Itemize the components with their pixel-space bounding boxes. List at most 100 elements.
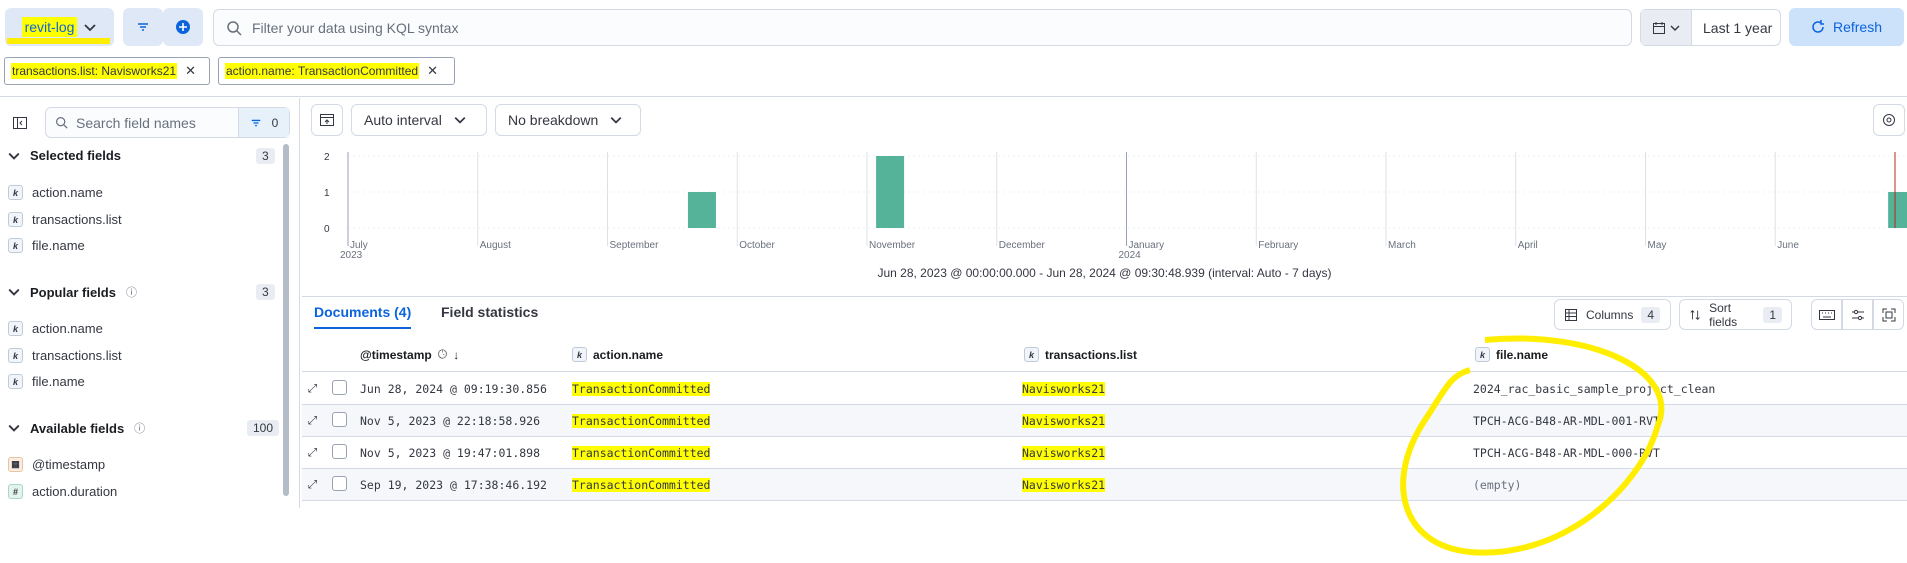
x-tick-label: March	[1388, 240, 1416, 251]
date-picker[interactable]: Last 1 year	[1640, 9, 1781, 46]
table-row[interactable]: ⤢ Nov 5, 2023 @ 22:18:58.926 Transaction…	[302, 405, 1907, 437]
row-checkbox[interactable]	[332, 444, 347, 459]
table-row[interactable]: ⤢ Nov 5, 2023 @ 19:47:01.898 Transaction…	[302, 437, 1907, 469]
filter-pill[interactable]: transactions.list: Navisworks21 ✕	[4, 57, 210, 85]
tab-field-statistics[interactable]: Field statistics	[441, 304, 539, 320]
cell-transactions-list: Navisworks21	[1022, 446, 1106, 460]
selected-fields-header[interactable]: Selected fields	[8, 148, 121, 163]
keyword-icon: k	[8, 321, 23, 336]
header-transactions-list[interactable]: k transactions.list	[1024, 347, 1137, 362]
add-filter-button[interactable]	[163, 8, 203, 46]
field-item[interactable]: k file.name	[8, 238, 85, 253]
query-menu-button[interactable]	[123, 8, 163, 46]
expand-icon[interactable]: ⤢	[308, 477, 318, 491]
cell-action-name: TransactionCommitted	[572, 414, 711, 428]
table-row[interactable]: ⤢ Sep 19, 2023 @ 17:38:46.192 Transactio…	[302, 469, 1907, 501]
chevron-down-icon	[1670, 25, 1680, 31]
tab-documents[interactable]: Documents (4)	[314, 304, 412, 329]
filter-pill-label: action.name: TransactionCommitted	[225, 63, 420, 79]
field-search-input[interactable]: Search field names 0	[45, 107, 290, 138]
row-checkbox[interactable]	[332, 476, 347, 491]
close-icon[interactable]: ✕	[185, 63, 196, 78]
header-action-name[interactable]: k action.name	[572, 347, 663, 362]
field-type-filter-button[interactable]: 0	[238, 108, 289, 137]
x-tick-label: June	[1777, 240, 1799, 251]
sort-icon	[1690, 309, 1700, 320]
sidebar-toggle-button[interactable]	[5, 108, 35, 138]
count-badge: 3	[256, 148, 275, 164]
x-tick-label: September	[610, 240, 660, 251]
expand-icon[interactable]: ⤢	[308, 445, 318, 459]
fullscreen-button[interactable]	[1873, 299, 1904, 330]
keyword-icon: k	[8, 238, 23, 253]
section-title: Popular fields	[30, 284, 116, 300]
header-file-name[interactable]: k file.name	[1475, 347, 1548, 362]
field-item[interactable]: k transactions.list	[8, 348, 122, 363]
field-name: transactions.list	[32, 348, 122, 363]
popular-fields-header[interactable]: Popular fields ⓘ	[8, 284, 137, 300]
cell-timestamp: Nov 5, 2023 @ 19:47:01.898	[360, 446, 541, 460]
x-tick-label: December	[999, 240, 1046, 251]
sort-down-icon[interactable]: ↓	[453, 347, 460, 362]
filter-pill[interactable]: action.name: TransactionCommitted ✕	[218, 57, 455, 85]
histogram-bar	[687, 192, 716, 228]
cell-transactions-list: Navisworks21	[1022, 478, 1106, 492]
filter-icon	[251, 119, 260, 126]
filter-pill-label: transactions.list: Navisworks21	[11, 63, 178, 79]
close-icon[interactable]: ✕	[427, 63, 438, 78]
field-item[interactable]: ▦ @timestamp	[8, 457, 105, 472]
available-fields-header[interactable]: Available fields ⓘ	[8, 420, 145, 436]
keyword-icon: k	[8, 348, 23, 363]
keyboard-shortcuts-button[interactable]	[1811, 299, 1842, 330]
header-label: file.name	[1496, 347, 1549, 362]
annotation-circle	[1400, 335, 1665, 556]
refresh-button[interactable]: Refresh	[1789, 8, 1904, 46]
field-name: transactions.list	[32, 212, 122, 227]
columns-label: Columns	[1586, 307, 1634, 322]
toggle-chart-button[interactable]	[311, 104, 343, 136]
breakdown-select[interactable]: No breakdown	[495, 104, 641, 136]
keyword-icon: k	[572, 347, 587, 362]
field-name: action.name	[32, 321, 103, 336]
header-label: transactions.list	[1045, 347, 1138, 362]
cell-action-name: TransactionCommitted	[572, 382, 711, 396]
info-icon: ⓘ	[134, 423, 146, 435]
field-item[interactable]: # action.duration	[8, 484, 117, 499]
field-item[interactable]: k file.name	[8, 374, 85, 389]
chart-options-button[interactable]	[1873, 104, 1905, 136]
field-item[interactable]: k transactions.list	[8, 212, 122, 227]
grid-header: @timestamp 🕓︎ ↓ k action.name k transactio…	[302, 337, 1907, 372]
chevron-down-icon	[84, 24, 97, 32]
row-checkbox[interactable]	[332, 380, 347, 395]
header-timestamp[interactable]: @timestamp 🕓︎ ↓	[360, 347, 459, 362]
y-tick-label: 1	[324, 188, 330, 199]
histogram-bar	[876, 156, 905, 228]
data-view-label: revit-log	[21, 17, 78, 37]
row-checkbox[interactable]	[332, 412, 347, 427]
expand-icon[interactable]: ⤢	[308, 381, 318, 395]
filter-icon	[138, 23, 148, 31]
field-item[interactable]: k action.name	[8, 321, 103, 336]
chevron-down-icon	[8, 152, 20, 160]
field-name: file.name	[32, 238, 85, 253]
sidebar-scrollbar[interactable]	[283, 144, 289, 496]
field-item[interactable]: k action.name	[8, 185, 103, 200]
expand-icon[interactable]: ⤢	[308, 413, 318, 427]
display-options-button[interactable]	[1842, 299, 1873, 330]
cell-transactions-list: Navisworks21	[1022, 414, 1106, 428]
chart-toggle-icon	[320, 114, 334, 126]
interval-select[interactable]: Auto interval	[351, 104, 487, 136]
search-icon	[227, 20, 242, 36]
x-tick-year: 2024	[1119, 250, 1142, 261]
cell-timestamp: Jun 28, 2024 @ 09:19:30.856	[360, 382, 547, 396]
quick-menu-button[interactable]	[1641, 10, 1692, 45]
search-icon	[56, 117, 68, 129]
columns-button[interactable]: Columns 4	[1554, 299, 1671, 330]
kql-search-input[interactable]: Filter your data using KQL syntax	[213, 9, 1632, 46]
chevron-down-icon	[454, 117, 466, 124]
chevron-down-icon	[8, 288, 20, 296]
histogram-bar	[1888, 192, 1907, 228]
sort-fields-button[interactable]: Sort fields 1	[1679, 299, 1792, 330]
cell-file-name: (empty)	[1473, 478, 1522, 492]
